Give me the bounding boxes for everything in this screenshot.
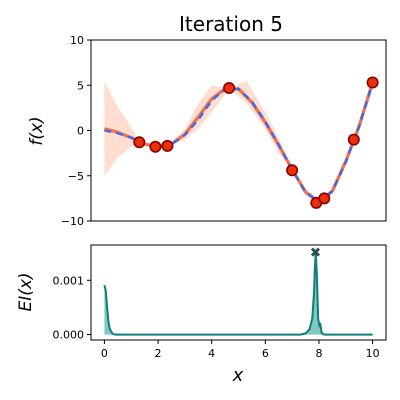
top-y-tick-label: −5 [68, 170, 84, 183]
top-plot-area: −10 −5 0 5 10 [61, 34, 387, 228]
bottom-x-ticks: 0 2 4 6 8 10 [101, 340, 380, 360]
ei-max-marker-layer [310, 247, 321, 257]
bottom-x-tick-label: 8 [315, 347, 322, 360]
bottom-x-axis-label: x [232, 365, 244, 386]
ei-max-marker [310, 247, 321, 257]
top-y-tick-label: −10 [61, 215, 84, 228]
top-axes-frame [90, 39, 387, 222]
bottom-x-tick-label: 10 [366, 347, 380, 360]
chart-title: Iteration 5 [179, 12, 283, 36]
observation-point [149, 140, 162, 153]
bottom-x-tick-label: 0 [101, 347, 108, 360]
bottom-axes-frame [90, 244, 387, 341]
ei-line-layer [103, 253, 373, 336]
bottom-y-tick-label: 0.001 [53, 274, 85, 287]
observation-point [347, 133, 360, 146]
top-y-tick-label: 10 [70, 34, 84, 47]
observation-point [223, 82, 236, 95]
bottom-y-tick-label: 0.000 [53, 329, 85, 342]
bottom-x-tick-label: 6 [262, 347, 269, 360]
bottom-y-axis-label: EI(x) [16, 272, 36, 311]
top-y-ticks: −10 −5 0 5 10 [61, 34, 91, 228]
observation-point [366, 76, 379, 89]
bottom-y-ticks: 0.000 0.001 [53, 274, 91, 342]
bottom-x-tick-label: 4 [208, 347, 215, 360]
top-y-axis-label: f(x) [27, 116, 47, 145]
observation-point [286, 164, 299, 177]
observation-point [161, 139, 174, 152]
top-y-tick-label: 0 [77, 125, 84, 138]
ei-fill-layer [104, 254, 373, 335]
top-y-tick-label: 5 [77, 79, 84, 92]
bottom-x-tick-label: 2 [155, 347, 162, 360]
ei-line [103, 253, 373, 336]
observation-point [133, 136, 146, 149]
observation-point [318, 192, 331, 205]
ei-fill [104, 254, 373, 335]
observations-layer [133, 76, 379, 209]
bottom-plot-area: 0.000 0.001 0 2 4 6 8 10 [53, 244, 387, 360]
